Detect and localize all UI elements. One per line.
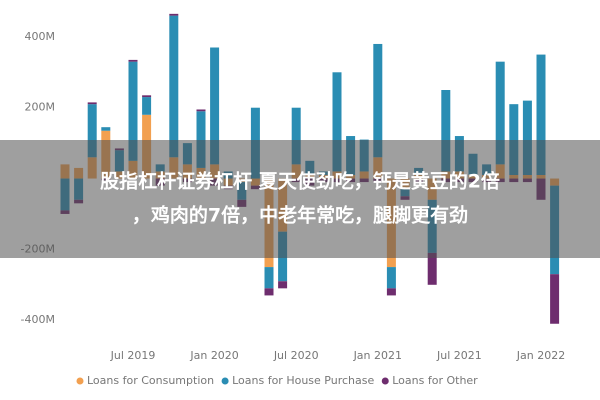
- x-tick-label: Jul 2020: [273, 349, 319, 362]
- bar-segment: [291, 107, 301, 165]
- bar-segment: [550, 274, 560, 324]
- bar-segment: [278, 281, 288, 289]
- x-tick-label: Jan 2022: [516, 349, 565, 362]
- bar-segment: [128, 61, 138, 161]
- y-tick-label: 200M: [25, 101, 56, 114]
- legend-label: Loans for Consumption: [87, 374, 214, 387]
- bar-segment: [495, 61, 505, 165]
- bar-segment: [386, 267, 396, 289]
- bar-segment: [441, 90, 451, 172]
- bar-segment: [386, 288, 396, 296]
- x-tick-label: Jul 2021: [436, 349, 482, 362]
- y-tick-label: -400M: [21, 313, 55, 326]
- bar-segment: [101, 127, 111, 131]
- y-tick-label: 400M: [25, 30, 56, 43]
- bar-segment: [87, 104, 97, 158]
- bar-segment: [142, 95, 152, 98]
- bar-segment: [536, 54, 546, 176]
- bar-segment: [427, 252, 437, 285]
- legend-marker: [76, 377, 84, 385]
- legend-label: Loans for Other: [392, 374, 478, 387]
- overlay-text: ，鸡肉的7倍，中老年常吃，腿脚更有劲: [132, 204, 468, 227]
- bar-segment: [169, 13, 179, 16]
- bar-segment: [210, 47, 220, 165]
- bar-segment: [128, 59, 138, 62]
- bar-segment: [264, 267, 274, 289]
- overlay-banner: [0, 140, 600, 258]
- bar-segment: [169, 15, 179, 158]
- bar-segment: [87, 102, 97, 105]
- x-tick-label: Jan 2020: [189, 349, 238, 362]
- bar-segment: [196, 111, 206, 168]
- legend-label: Loans for House Purchase: [232, 374, 374, 387]
- legend-marker: [381, 377, 389, 385]
- bar-segment: [142, 97, 152, 115]
- legend-marker: [221, 377, 229, 385]
- bar-segment: [332, 72, 342, 172]
- bar-segment: [373, 43, 383, 158]
- bar-segment: [509, 104, 519, 175]
- bar-segment: [264, 288, 274, 296]
- bar-segment: [196, 109, 206, 112]
- bar-segment: [522, 100, 532, 175]
- x-tick-label: Jan 2021: [353, 349, 402, 362]
- overlay-text: 股指杠杆证券杠杆 夏天使劲吃，钙是黄豆的2倍: [100, 170, 500, 193]
- x-tick-label: Jul 2019: [110, 349, 156, 362]
